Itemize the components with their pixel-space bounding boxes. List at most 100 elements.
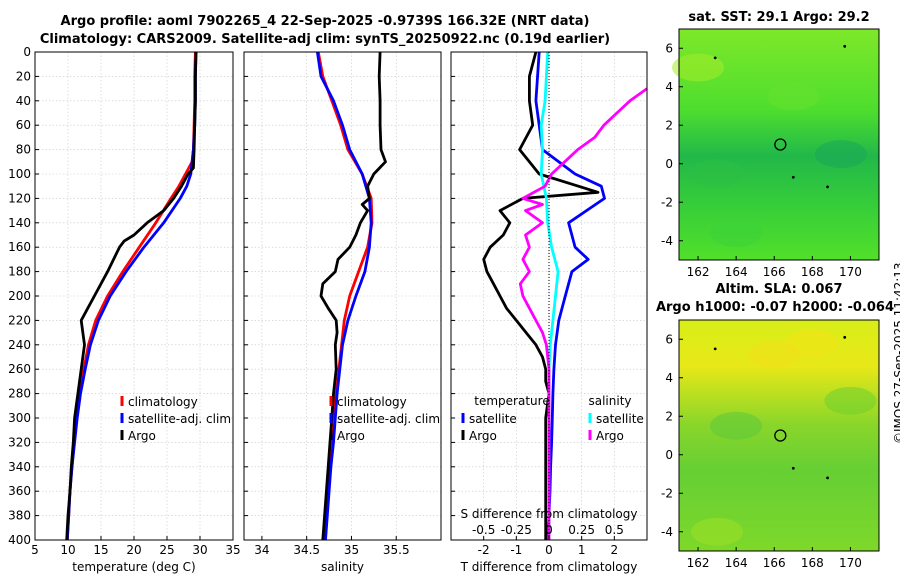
sla-map-xtick-label: 170 bbox=[839, 556, 862, 570]
depth-tick-label: 260 bbox=[8, 362, 31, 376]
sla-map-xtick-label: 166 bbox=[763, 556, 786, 570]
depth-tick-label: 320 bbox=[8, 435, 31, 449]
sal-legend-label: Argo bbox=[337, 429, 365, 443]
sla-map-island bbox=[791, 466, 795, 470]
sst-map-patch bbox=[710, 219, 763, 248]
diff-series-temperature-satellite bbox=[534, 51, 606, 541]
sla-map-xtick-label: 168 bbox=[801, 556, 824, 570]
depth-tick-label: 240 bbox=[8, 338, 31, 352]
sst-map-xtick-label: 162 bbox=[687, 265, 710, 279]
diff-xtick-label: 0 bbox=[545, 543, 553, 557]
depth-tick-label: 20 bbox=[16, 69, 31, 83]
sla-map-island bbox=[826, 476, 829, 480]
temp-legend-label: climatology bbox=[128, 395, 198, 409]
depth-tick-label: 200 bbox=[8, 289, 31, 303]
sla-map-ytick-label: -4 bbox=[661, 525, 673, 539]
sst-map-ytick-label: -2 bbox=[661, 195, 673, 209]
sst-map-patch bbox=[814, 140, 867, 169]
sla-map-patch bbox=[824, 386, 877, 415]
diff-top-xlabel: S difference from climatology bbox=[461, 507, 638, 521]
temp-series-argo bbox=[65, 51, 198, 541]
depth-tick-label: 140 bbox=[8, 216, 31, 230]
temp-xtick-label: 25 bbox=[159, 543, 174, 557]
depth-tick-label: 160 bbox=[8, 240, 31, 254]
depth-tick-label: 60 bbox=[16, 118, 31, 132]
diff-xtick-label: 1 bbox=[578, 543, 586, 557]
sla-map-ytick-label: 0 bbox=[665, 448, 673, 462]
sst-map-ytick-label: 6 bbox=[665, 41, 673, 55]
temp-xtick-label: 20 bbox=[126, 543, 141, 557]
diff-legend-salinity-title: salinity bbox=[588, 394, 631, 408]
diff-top-tick-label: -0.25 bbox=[501, 523, 532, 537]
figure-title-line2: Climatology: CARS2009. Satellite-adj cli… bbox=[39, 32, 611, 47]
temp-xtick-label: 30 bbox=[192, 543, 207, 557]
sst-map-island bbox=[791, 175, 795, 179]
sst-map-ytick-label: 0 bbox=[665, 157, 673, 171]
sst-map-patch bbox=[672, 53, 725, 82]
sla-map-title-line2: Argo h1000: -0.07 h2000: -0.064 bbox=[655, 300, 895, 315]
temp-xtick-label: 35 bbox=[225, 543, 240, 557]
sla-map-ytick-label: 4 bbox=[665, 371, 673, 385]
diff-legend-temperature-title: temperature bbox=[474, 394, 549, 408]
sst-map-island bbox=[713, 56, 717, 60]
sla-map-patch bbox=[710, 411, 763, 440]
depth-tick-label: 300 bbox=[8, 411, 31, 425]
temp-legend-label: Argo bbox=[128, 429, 156, 443]
diff-xlabel: T difference from climatology bbox=[460, 560, 638, 574]
sla-map-island bbox=[843, 335, 847, 339]
sst-map-frame bbox=[678, 28, 880, 261]
sst-map-ytick-label: 2 bbox=[665, 118, 673, 132]
diff-xtick-label: -2 bbox=[478, 543, 490, 557]
diff-top-tick-label: 0.25 bbox=[568, 523, 595, 537]
sla-argo-marker bbox=[774, 429, 787, 442]
sla-map-island bbox=[713, 347, 717, 351]
diff-legend-label: Argo bbox=[596, 429, 624, 443]
temp-xtick-label: 5 bbox=[31, 543, 39, 557]
temp-xtick-label: 10 bbox=[60, 543, 75, 557]
sst-map-xtick-label: 170 bbox=[839, 265, 862, 279]
sla-map-patch bbox=[691, 517, 744, 546]
sla-map-patch bbox=[786, 329, 839, 358]
diff-xtick-label: 2 bbox=[611, 543, 619, 557]
diff-legend-label: satellite bbox=[469, 412, 517, 426]
sst-map-island bbox=[826, 185, 829, 189]
depth-tick-label: 380 bbox=[8, 509, 31, 523]
depth-tick-label: 80 bbox=[16, 143, 31, 157]
sst-map-island bbox=[843, 44, 847, 48]
depth-tick-label: 0 bbox=[23, 45, 31, 59]
temp-legend-label: satellite-adj. clim bbox=[128, 412, 231, 426]
diff-top-tick-label: 0.5 bbox=[605, 523, 624, 537]
sst-map-patch bbox=[691, 159, 744, 188]
temp-xlabel: temperature (deg C) bbox=[72, 560, 195, 574]
depth-tick-label: 100 bbox=[8, 167, 31, 181]
sla-map-ytick-label: -2 bbox=[661, 486, 673, 500]
diff-series-temperature-argo bbox=[482, 51, 600, 540]
sst-map-patch bbox=[767, 82, 820, 111]
depth-tick-label: 400 bbox=[8, 533, 31, 547]
sst-map-title: sat. SST: 29.1 Argo: 29.2 bbox=[688, 10, 870, 25]
depth-tick-label: 360 bbox=[8, 484, 31, 498]
sst-map-xtick-label: 168 bbox=[801, 265, 824, 279]
diff-legend-label: Argo bbox=[469, 429, 497, 443]
sla-map-ytick-label: 6 bbox=[665, 332, 673, 346]
depth-tick-label: 40 bbox=[16, 94, 31, 108]
sst-map-ytick-label: 4 bbox=[665, 80, 673, 94]
sst-argo-marker bbox=[774, 138, 787, 151]
sal-xtick-label: 34.5 bbox=[293, 543, 320, 557]
depth-tick-label: 120 bbox=[8, 191, 31, 205]
diff-series-salinity-argo bbox=[518, 87, 648, 540]
depth-tick-label: 340 bbox=[8, 460, 31, 474]
figure-title-line1: Argo profile: aoml 7902265_4 22-Sep-2025… bbox=[60, 14, 590, 29]
sla-map-title-line1: Altim. SLA: 0.067 bbox=[715, 282, 843, 297]
sal-xlabel: salinity bbox=[321, 560, 364, 574]
sla-map-ytick-label: 2 bbox=[665, 409, 673, 423]
diff-top-tick-label: 0 bbox=[545, 523, 553, 537]
depth-tick-label: 280 bbox=[8, 387, 31, 401]
sst-map-xtick-label: 166 bbox=[763, 265, 786, 279]
temp-series-satellite-adj.-clim bbox=[65, 51, 198, 541]
sst-map-xtick-label: 164 bbox=[725, 265, 748, 279]
diff-legend-label: satellite bbox=[596, 412, 644, 426]
sal-xtick-label: 35 bbox=[344, 543, 359, 557]
sal-xtick-label: 35.5 bbox=[383, 543, 410, 557]
